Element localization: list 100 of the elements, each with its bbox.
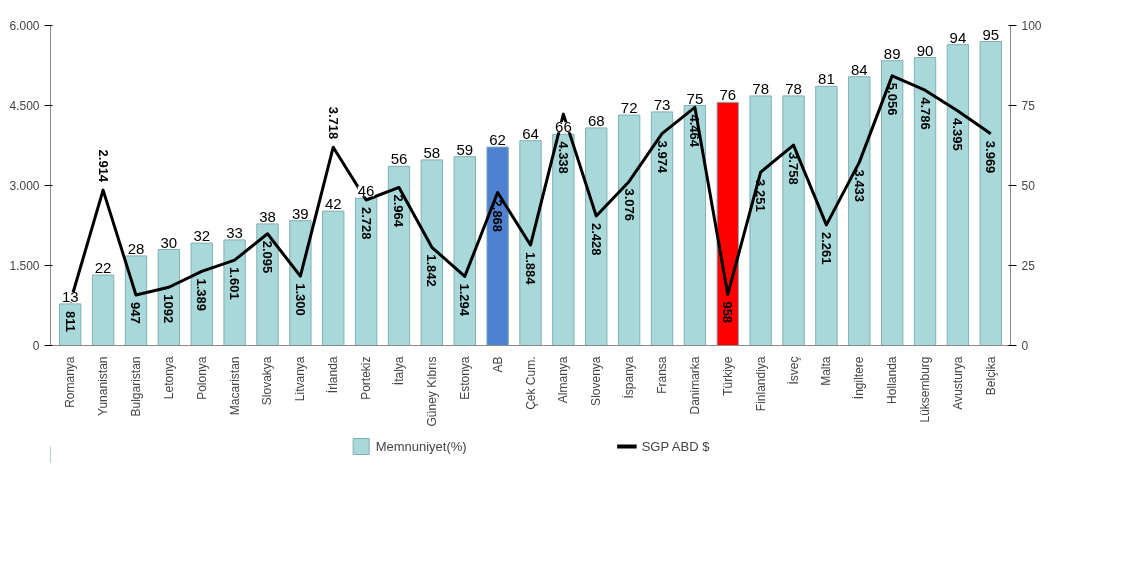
data-label: 1.601: [227, 267, 243, 300]
bar: [552, 133, 575, 346]
bar: [322, 210, 345, 346]
x-tick-label: Letonya: [161, 356, 176, 400]
x-tick-label: Slovakya: [260, 356, 275, 406]
data-label: 2.428: [588, 223, 604, 256]
data-label: 76: [719, 86, 737, 104]
x-tick-label: Danimarka: [687, 356, 702, 415]
y2-tick-label: 75: [1021, 99, 1036, 113]
bar: [420, 159, 444, 346]
data-label: 89: [883, 44, 901, 62]
x-tick-label: Çek Cum.: [523, 356, 538, 410]
data-label: 1092: [161, 294, 177, 324]
data-label: 94: [949, 28, 967, 46]
data-label: 81: [818, 70, 835, 88]
data-label: 62: [489, 131, 506, 149]
data-label: 1.294: [457, 283, 473, 317]
data-label: 78: [785, 79, 802, 97]
data-label: 32: [193, 227, 211, 245]
data-label: 3.969: [983, 140, 999, 174]
bar: [585, 127, 608, 346]
y-tick-label: 6.000: [9, 19, 40, 33]
bar: [223, 239, 246, 346]
y2-tick-label: 25: [1021, 259, 1036, 273]
legend-label: SGP ABD $: [641, 438, 710, 454]
data-label: 78: [752, 79, 769, 97]
bar: [486, 146, 509, 346]
data-label: 68: [587, 111, 605, 129]
data-label: 4.395: [950, 118, 966, 151]
data-label: 39: [292, 204, 309, 222]
x-tick-label: Estonya: [457, 356, 472, 400]
bar: [749, 95, 772, 346]
data-label: 58: [423, 143, 441, 161]
x-tick-label: Güney Kıbrıs: [424, 356, 439, 427]
data-label: 84: [850, 60, 868, 78]
bar: [946, 44, 970, 346]
bar: [453, 156, 476, 346]
data-label: 2.914: [95, 149, 111, 183]
data-label: 64: [522, 124, 539, 142]
data-label: 2.728: [358, 207, 374, 240]
data-label: 38: [259, 207, 276, 225]
bar: [979, 41, 1002, 346]
data-label: 3.758: [786, 152, 802, 185]
x-tick-label: Fransa: [655, 356, 670, 394]
x-tick-label: Hollanda: [885, 356, 900, 404]
x-tick-label: Türkiye: [720, 356, 735, 396]
data-label: 30: [160, 233, 178, 251]
x-tick-label: İrlanda: [326, 356, 341, 394]
data-label: 2.261: [818, 231, 834, 265]
y2-tick-label: 100: [1021, 19, 1042, 33]
x-tick-label: İsveç: [786, 356, 801, 385]
x-tick-label: Finlandiya: [753, 356, 768, 412]
x-tick-label: Slovenya: [589, 356, 604, 406]
x-tick-label: Bulgaristan: [128, 356, 143, 417]
bar: [880, 60, 904, 346]
data-label: 13: [61, 287, 79, 305]
data-label: 1.884: [523, 252, 538, 286]
data-label: 3.974: [654, 140, 670, 174]
data-label: 3.433: [851, 169, 867, 202]
x-tick-label: Polonya: [194, 356, 209, 400]
bar: [716, 101, 739, 346]
y-tick-label: 3.000: [9, 179, 40, 193]
x-tick-label: Avusturya: [950, 356, 965, 410]
data-label: 5.056: [884, 82, 900, 116]
y-tick-label: 1.500: [9, 259, 40, 273]
bar: [848, 76, 871, 346]
data-label: 1.300: [292, 283, 308, 316]
bar: [256, 223, 279, 346]
data-label: 56: [390, 150, 408, 168]
y2-tick-label: 50: [1021, 179, 1036, 193]
x-tick-label: Portekiz: [359, 356, 374, 400]
data-label: 958: [720, 301, 736, 324]
bar: [519, 140, 542, 346]
data-label: 2.095: [259, 240, 275, 274]
bar: [650, 111, 674, 346]
bar: [815, 85, 838, 346]
bar: [91, 274, 115, 346]
bar: [782, 95, 805, 346]
x-tick-label: Almanya: [556, 356, 571, 404]
data-label: 66: [555, 118, 572, 136]
bar: [354, 197, 378, 346]
x-tick-label: Macaristan: [227, 356, 242, 416]
data-label: 42: [324, 195, 342, 213]
x-tick-label: Litvanya: [293, 356, 308, 402]
data-label: 46: [357, 182, 375, 200]
y2-tick-label: 0: [1021, 339, 1029, 353]
x-tick-label: Lüksemburg: [918, 356, 933, 423]
data-label: 3.076: [621, 188, 637, 221]
data-label: 90: [916, 41, 934, 59]
data-label: 2.964: [391, 194, 407, 228]
bar: [617, 114, 641, 346]
data-label: 73: [653, 95, 671, 113]
x-tick-label: Malta: [819, 356, 834, 386]
data-label: 1.389: [194, 278, 210, 311]
data-label: 22: [94, 259, 112, 277]
data-label: 72: [620, 99, 638, 117]
data-label: 947: [128, 301, 144, 324]
data-label: 95: [982, 25, 1000, 43]
x-tick-label: İspanya: [622, 356, 637, 399]
bar: [190, 242, 213, 346]
